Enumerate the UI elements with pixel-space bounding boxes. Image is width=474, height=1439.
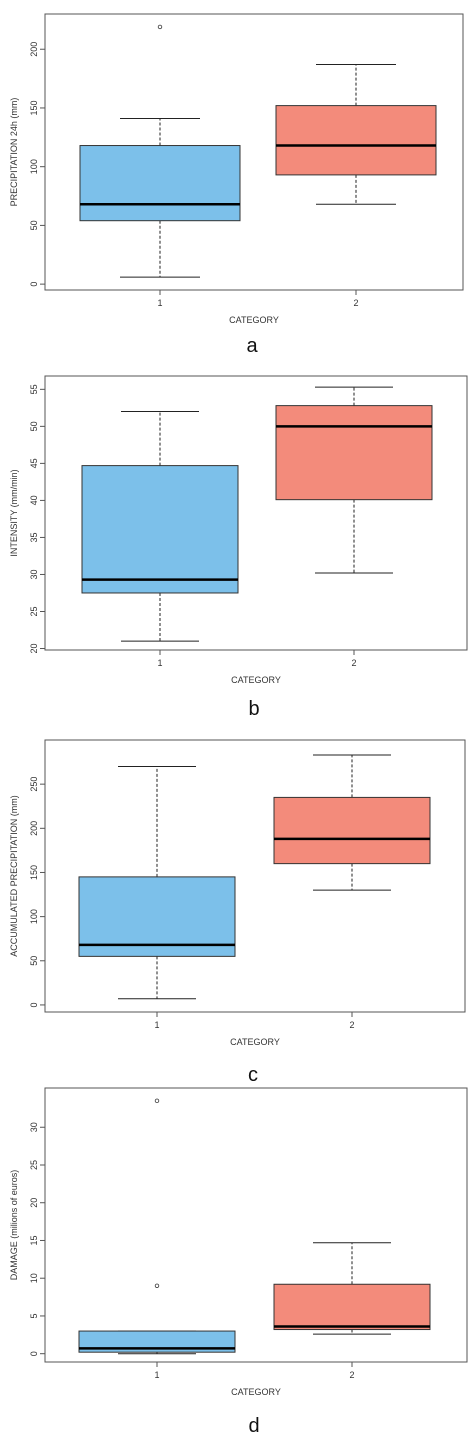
chart-a-box-category-2 bbox=[275, 64, 437, 205]
chart-a-panel-letter: a bbox=[246, 335, 258, 357]
chart-d-iqr-box bbox=[78, 1330, 236, 1353]
chart-b-y-tick-label: 20 bbox=[29, 644, 39, 654]
chart-a-y-tick-label: 100 bbox=[29, 159, 39, 174]
chart-b-iqr-box bbox=[81, 465, 239, 594]
chart-d-y-tick-label: 10 bbox=[29, 1273, 39, 1283]
chart-d-y-tick-label: 20 bbox=[29, 1198, 39, 1208]
chart-d-y-tick-label: 25 bbox=[29, 1160, 39, 1170]
chart-a-x-axis-label: CATEGORY bbox=[229, 315, 279, 325]
chart-a-x-tick-label: 1 bbox=[157, 298, 162, 308]
chart-b-y-tick-label: 40 bbox=[29, 495, 39, 505]
chart-c-panel-letter: c bbox=[248, 1064, 258, 1086]
chart-c-y-tick-label: 0 bbox=[29, 1002, 39, 1007]
chart-b-y-tick-label: 50 bbox=[29, 421, 39, 431]
chart-c-box-category-2 bbox=[273, 754, 431, 891]
chart-c-x-axis-label: CATEGORY bbox=[230, 1037, 280, 1047]
chart-a-y-tick-label: 150 bbox=[29, 100, 39, 115]
chart-c-iqr-box bbox=[273, 796, 431, 865]
chart-b-iqr-box bbox=[275, 405, 433, 501]
chart-c-y-tick-label: 100 bbox=[29, 909, 39, 924]
chart-d-panel-letter: d bbox=[248, 1415, 259, 1437]
chart-d-iqr-box bbox=[273, 1283, 431, 1331]
chart-c-iqr-box bbox=[78, 876, 236, 957]
chart-d-y-tick-label: 30 bbox=[29, 1122, 39, 1132]
chart-b-x-tick-label: 1 bbox=[157, 658, 162, 668]
chart-a-box-category-1 bbox=[79, 24, 241, 278]
chart-d-panel: 0 5 10 15 20 25 30 1 2 CATEGORY DAMAGE (milions of… bbox=[9, 1087, 468, 1437]
chart-b-box-category-2 bbox=[275, 386, 433, 574]
chart-b-y-tick-label: 55 bbox=[29, 384, 39, 394]
chart-b-panel: 20 25 30 35 40 45 50 55 1 2 CATEGORY INTENSITY (mm/… bbox=[9, 375, 468, 720]
chart-d-y-tick-label: 0 bbox=[29, 1351, 39, 1356]
chart-c-box-category-1 bbox=[78, 765, 236, 1000]
chart-a-panel: 0 50 100 150 200 1 2 CATEGORY PRECIPITATION 24h … bbox=[9, 13, 464, 357]
chart-c-panel: 0 50 100 150 200 250 1 2 CATEGORY ACCUMULATED PRE… bbox=[9, 739, 466, 1086]
chart-d-outlier-point bbox=[154, 1283, 160, 1288]
chart-c-x-tick-label: 2 bbox=[349, 1020, 354, 1030]
chart-b-panel-letter: b bbox=[248, 698, 259, 720]
chart-a-outlier-point bbox=[157, 24, 163, 30]
chart-c-x-tick-label: 1 bbox=[154, 1020, 159, 1030]
chart-c-y-tick-label: 200 bbox=[29, 821, 39, 836]
chart-c-plot-frame bbox=[44, 739, 466, 1013]
chart-d-outlier-point bbox=[154, 1098, 160, 1104]
chart-c-y-tick-label: 250 bbox=[29, 777, 39, 792]
chart-b-y-tick-label: 30 bbox=[29, 569, 39, 579]
chart-d-y-axis-label: DAMAGE (milions of euros) bbox=[9, 1170, 19, 1281]
chart-b-plot-frame bbox=[44, 375, 468, 651]
chart-b-x-tick-label: 2 bbox=[351, 658, 356, 668]
chart-a-plot-frame bbox=[44, 13, 464, 291]
chart-d-box-category-1 bbox=[78, 1098, 236, 1355]
chart-d-x-tick-label: 1 bbox=[154, 1370, 159, 1380]
chart-a-y-tick-label: 0 bbox=[29, 282, 39, 287]
chart-b-y-tick-label: 35 bbox=[29, 532, 39, 542]
chart-b-box-category-1 bbox=[81, 411, 239, 642]
chart-d-y-tick-label: 5 bbox=[29, 1313, 39, 1318]
chart-c-y-axis-label: ACCUMULATED PRECIPITATION (mm) bbox=[9, 795, 19, 957]
chart-b-y-tick-label: 45 bbox=[29, 458, 39, 468]
chart-a-x-tick-label: 2 bbox=[353, 298, 358, 308]
chart-b-x-axis-label: CATEGORY bbox=[231, 675, 281, 685]
chart-c-y-tick-label: 50 bbox=[29, 956, 39, 966]
chart-a-iqr-box bbox=[79, 145, 241, 222]
chart-d-x-axis-label: CATEGORY bbox=[231, 1387, 281, 1397]
chart-a-y-axis-label: PRECIPITATION 24h (mm) bbox=[9, 98, 19, 207]
chart-a-iqr-box bbox=[275, 105, 437, 176]
chart-d-box-category-2 bbox=[273, 1242, 431, 1335]
chart-a-y-tick-label: 200 bbox=[29, 42, 39, 57]
chart-d-y-tick-label: 15 bbox=[29, 1235, 39, 1245]
chart-a-y-tick-label: 50 bbox=[29, 220, 39, 230]
chart-b-y-axis-label: INTENSITY (mm/min) bbox=[9, 469, 19, 556]
chart-b-y-tick-label: 25 bbox=[29, 606, 39, 616]
chart-d-x-tick-label: 2 bbox=[349, 1370, 354, 1380]
chart-d-plot-frame bbox=[44, 1087, 468, 1363]
chart-c-y-tick-label: 150 bbox=[29, 865, 39, 880]
